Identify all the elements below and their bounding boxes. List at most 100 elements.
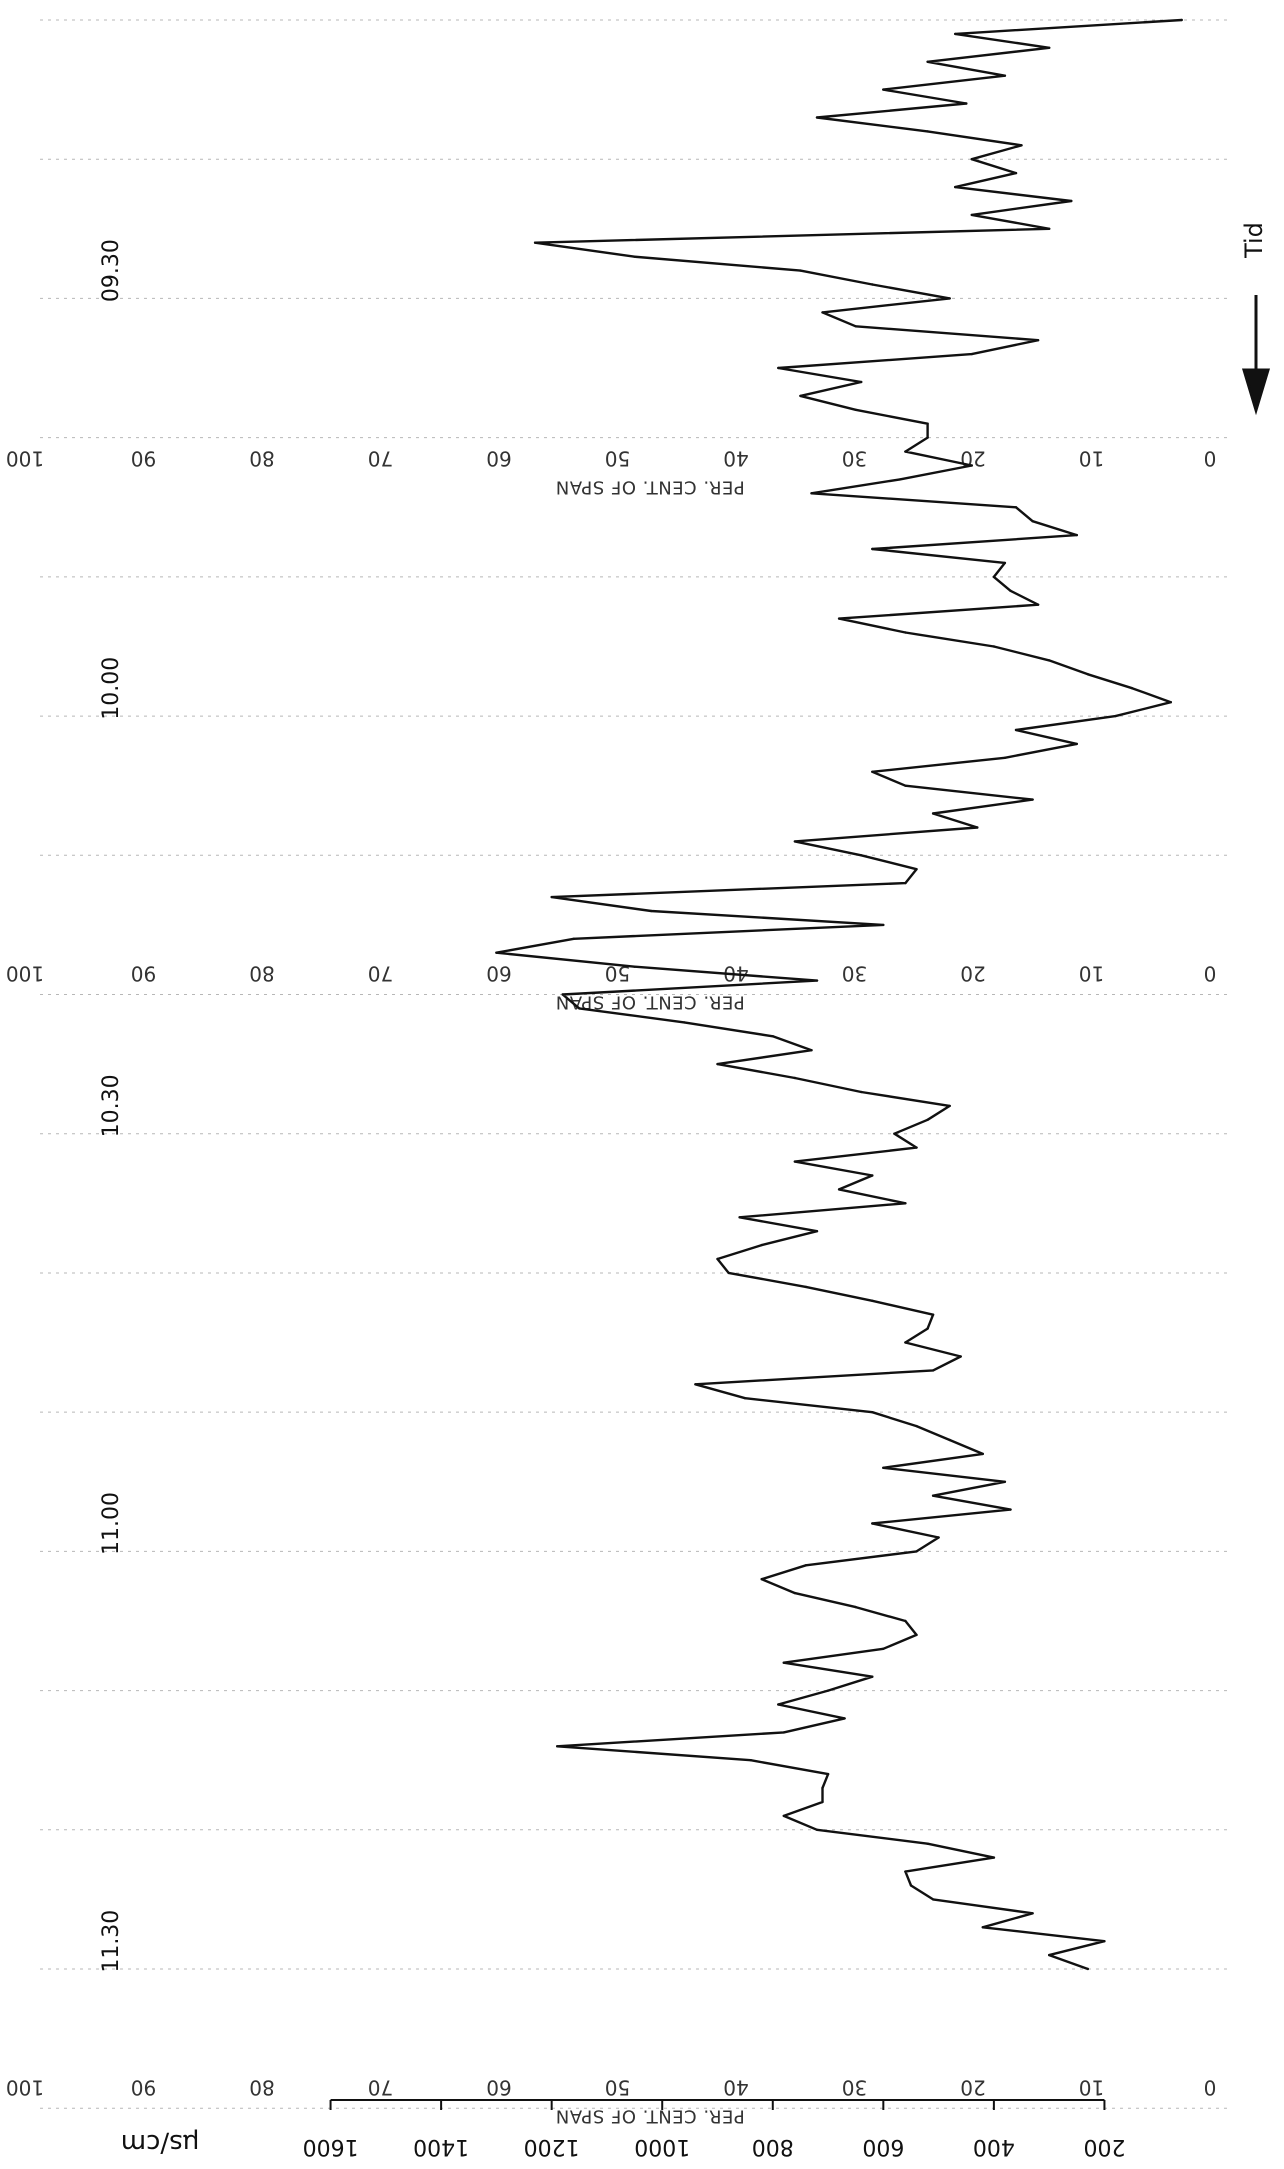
span-tick-label: 80 bbox=[249, 447, 274, 471]
data-point bbox=[777, 1703, 780, 1706]
data-point bbox=[992, 645, 996, 648]
value-tick-label: 400 bbox=[973, 2134, 1015, 2159]
span-tick-label: 0 bbox=[1204, 2075, 1217, 2099]
span-tick-label: 30 bbox=[842, 962, 867, 986]
data-point bbox=[882, 88, 885, 91]
data-point bbox=[948, 297, 951, 300]
data-point bbox=[837, 617, 841, 620]
data-point bbox=[1003, 74, 1007, 77]
span-tick-label: 0 bbox=[1204, 962, 1217, 986]
data-point bbox=[959, 1355, 962, 1358]
data-point bbox=[556, 1745, 559, 1748]
value-tick-label: 1000 bbox=[634, 2134, 690, 2159]
time-tick-label: 09.30 bbox=[99, 239, 124, 302]
time-direction-indicator: Tid bbox=[1240, 222, 1271, 416]
data-point bbox=[926, 130, 929, 133]
data-point bbox=[799, 394, 802, 398]
data-point bbox=[871, 1675, 874, 1678]
data-point bbox=[871, 547, 874, 551]
data-point bbox=[1036, 603, 1040, 606]
data-point bbox=[760, 1578, 763, 1581]
data-point bbox=[882, 923, 885, 927]
data-point bbox=[578, 1007, 581, 1010]
span-tick-label: 20 bbox=[960, 2075, 985, 2099]
data-point bbox=[860, 1090, 863, 1094]
data-point bbox=[533, 241, 537, 244]
data-point bbox=[970, 464, 973, 467]
data-point bbox=[926, 60, 929, 63]
data-point bbox=[1031, 1912, 1034, 1915]
data-point bbox=[572, 937, 575, 940]
data-point bbox=[909, 1884, 913, 1887]
span-tick-label: 100 bbox=[6, 2075, 44, 2099]
span-tick-label: 10 bbox=[1079, 447, 1104, 471]
data-point bbox=[633, 965, 636, 968]
data-point bbox=[854, 408, 857, 411]
data-point bbox=[926, 422, 929, 425]
data-point bbox=[1031, 798, 1034, 801]
data-point bbox=[694, 1383, 697, 1386]
data-point bbox=[893, 1132, 896, 1135]
value-tick-label: 1400 bbox=[413, 2134, 469, 2159]
data-point bbox=[1180, 18, 1184, 22]
data-point bbox=[904, 784, 907, 787]
data-point bbox=[931, 1494, 935, 1497]
data-point bbox=[815, 979, 819, 982]
value-tick-label: 800 bbox=[752, 2134, 794, 2159]
data-point bbox=[1048, 227, 1051, 230]
data-point bbox=[793, 1076, 797, 1080]
span-caption: PER. CENT. OF SPAN bbox=[555, 477, 744, 498]
data-point bbox=[771, 1035, 774, 1038]
data-point bbox=[871, 1174, 874, 1177]
data-point bbox=[1014, 171, 1018, 175]
data-point bbox=[915, 1424, 918, 1428]
data-point bbox=[931, 1313, 935, 1316]
data-point bbox=[904, 450, 907, 453]
data-point bbox=[904, 1202, 907, 1205]
data-point bbox=[650, 909, 653, 913]
data-point bbox=[683, 1021, 686, 1024]
data-point bbox=[1086, 1967, 1090, 1971]
data-point bbox=[926, 1118, 929, 1122]
value-tick-label: 1600 bbox=[303, 2134, 359, 2159]
span-tick-label: 60 bbox=[486, 447, 511, 471]
span-tick-label: 60 bbox=[486, 962, 511, 986]
data-point bbox=[871, 1522, 874, 1525]
data-point bbox=[1009, 1508, 1012, 1511]
data-point bbox=[1003, 1480, 1007, 1484]
data-point bbox=[898, 478, 902, 481]
data-point bbox=[992, 1856, 996, 1859]
data-point bbox=[871, 770, 874, 773]
data-point bbox=[821, 311, 824, 314]
data-point bbox=[871, 283, 874, 286]
data-point bbox=[871, 1411, 874, 1414]
down-arrow-icon bbox=[1241, 295, 1271, 416]
data-point bbox=[810, 1049, 813, 1052]
data-point bbox=[821, 1800, 824, 1804]
chart-grid bbox=[40, 19, 1230, 2109]
data-point bbox=[782, 1661, 785, 1664]
data-point bbox=[948, 1438, 951, 1442]
time-tick-label: 11.00 bbox=[99, 1492, 124, 1555]
data-point bbox=[970, 352, 973, 356]
data-point bbox=[815, 1230, 819, 1233]
data-point bbox=[1020, 144, 1023, 147]
data-point bbox=[1048, 1953, 1051, 1957]
value-axis-unit: µs/cm bbox=[121, 2128, 199, 2158]
time-axis-label: Tid bbox=[1240, 222, 1268, 259]
data-point bbox=[804, 1564, 808, 1567]
span-caption: PER. CENT. OF SPAN bbox=[555, 2105, 744, 2126]
data-point bbox=[727, 1271, 730, 1275]
data-point bbox=[904, 1619, 907, 1623]
data-point bbox=[1003, 756, 1007, 759]
data-point bbox=[1114, 714, 1117, 718]
data-point bbox=[1169, 701, 1173, 704]
span-tick-label: 80 bbox=[249, 2075, 274, 2099]
data-point bbox=[1086, 673, 1090, 676]
data-point bbox=[1009, 589, 1012, 592]
data-series bbox=[495, 18, 1184, 1971]
